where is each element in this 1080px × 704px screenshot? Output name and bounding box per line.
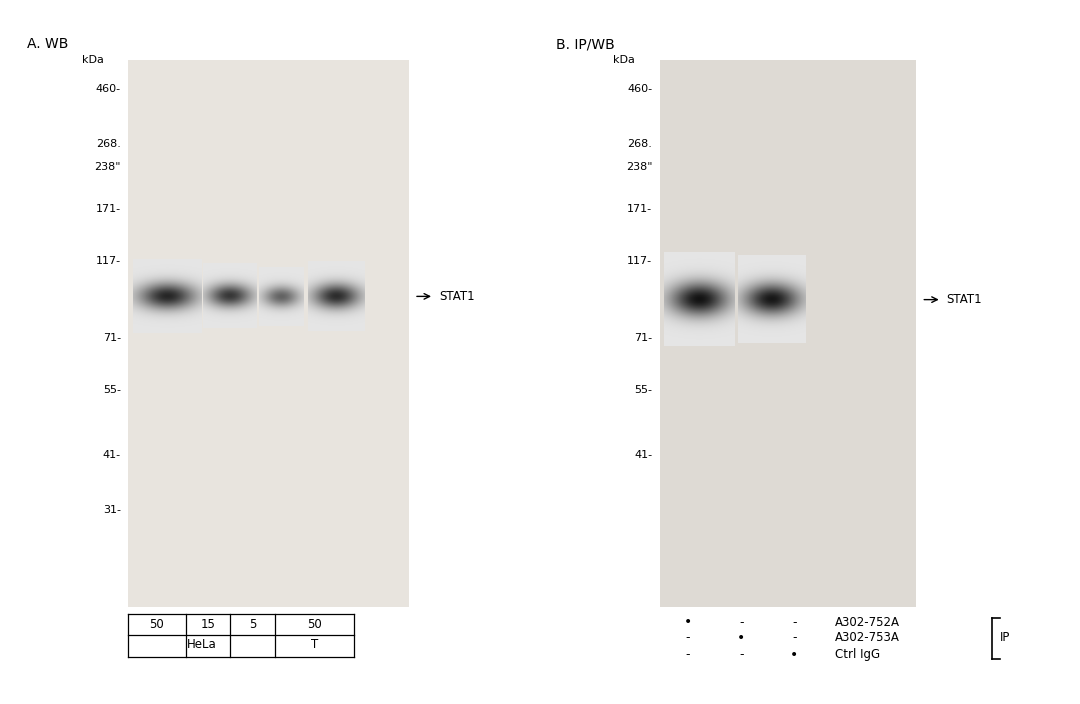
Text: -: -: [793, 616, 797, 629]
Text: 5: 5: [248, 618, 256, 631]
Text: 50: 50: [308, 618, 322, 631]
Text: kDa: kDa: [612, 55, 635, 65]
Text: 238": 238": [625, 162, 652, 172]
Text: 117-: 117-: [627, 256, 652, 266]
Text: 41-: 41-: [103, 450, 121, 460]
Text: -: -: [739, 648, 743, 661]
Text: 171-: 171-: [627, 204, 652, 214]
Text: 171-: 171-: [96, 204, 121, 214]
Text: 31-: 31-: [103, 505, 121, 515]
Text: 268.: 268.: [627, 139, 652, 149]
Text: Ctrl IgG: Ctrl IgG: [835, 648, 880, 661]
Text: 268.: 268.: [96, 139, 121, 149]
Text: •: •: [737, 631, 745, 645]
Text: 238": 238": [94, 162, 121, 172]
Text: STAT1: STAT1: [438, 290, 474, 303]
Text: 117-: 117-: [96, 256, 121, 266]
Text: -: -: [686, 631, 690, 644]
Text: -: -: [686, 648, 690, 661]
Text: B. IP/WB: B. IP/WB: [556, 37, 615, 51]
Text: 50: 50: [150, 618, 164, 631]
Text: A302-753A: A302-753A: [835, 631, 900, 644]
Text: A302-752A: A302-752A: [835, 616, 900, 629]
Text: •: •: [791, 648, 798, 662]
Text: HeLa: HeLa: [187, 638, 217, 650]
Text: kDa: kDa: [82, 55, 104, 65]
Text: T: T: [311, 638, 319, 650]
Bar: [660, 60, 916, 608]
Text: 460-: 460-: [627, 84, 652, 94]
Text: 71-: 71-: [634, 334, 652, 344]
Text: STAT1: STAT1: [947, 293, 983, 306]
Bar: [129, 60, 409, 608]
Text: •: •: [684, 615, 692, 629]
Text: 15: 15: [201, 618, 215, 631]
Text: 55-: 55-: [634, 385, 652, 396]
Text: 71-: 71-: [103, 334, 121, 344]
Text: -: -: [739, 616, 743, 629]
Text: 55-: 55-: [103, 385, 121, 396]
Text: 41-: 41-: [634, 450, 652, 460]
Text: A. WB: A. WB: [27, 37, 68, 51]
Text: IP: IP: [1000, 631, 1011, 644]
Text: 460-: 460-: [96, 84, 121, 94]
Text: -: -: [793, 631, 797, 644]
